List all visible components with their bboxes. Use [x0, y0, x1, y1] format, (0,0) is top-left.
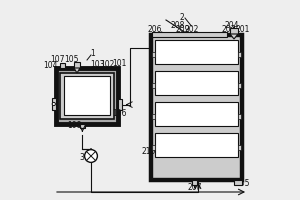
Bar [152, 32, 227, 37]
Bar [64, 76, 110, 115]
Bar [150, 34, 242, 180]
Bar [152, 145, 155, 150]
Text: 210: 210 [142, 146, 156, 156]
Bar [152, 52, 155, 57]
Bar [74, 62, 80, 68]
Text: 103: 103 [90, 60, 104, 69]
Polygon shape [74, 68, 80, 73]
Text: 2: 2 [180, 13, 184, 22]
Text: 102: 102 [100, 60, 114, 69]
Circle shape [52, 102, 56, 106]
Text: 208: 208 [171, 21, 185, 29]
Text: 1: 1 [91, 49, 95, 58]
Bar [60, 73, 114, 119]
Bar [152, 114, 155, 119]
Bar [155, 71, 238, 95]
Text: 107: 107 [50, 55, 64, 64]
Text: 204: 204 [225, 21, 239, 29]
Bar [52, 98, 56, 110]
Bar [234, 180, 242, 185]
Bar [238, 83, 242, 88]
Text: 209: 209 [176, 25, 190, 34]
Bar [155, 133, 238, 157]
Text: 101: 101 [112, 60, 126, 68]
Bar [155, 40, 238, 64]
Text: 3: 3 [80, 152, 84, 162]
Text: 203: 203 [222, 25, 236, 34]
Bar [155, 102, 238, 126]
Bar [118, 99, 122, 110]
Bar [152, 36, 240, 178]
Bar [238, 114, 242, 119]
Bar [152, 83, 155, 88]
Text: 202: 202 [185, 25, 199, 34]
Bar [60, 63, 65, 68]
Text: 106: 106 [112, 108, 126, 117]
Polygon shape [230, 34, 238, 39]
Text: 205: 205 [236, 178, 250, 188]
Bar [238, 52, 242, 57]
Text: 201: 201 [236, 25, 250, 34]
Bar [80, 124, 85, 128]
Bar [230, 28, 238, 34]
Circle shape [85, 150, 98, 162]
Text: 206: 206 [148, 25, 162, 34]
Bar [56, 68, 118, 124]
Bar [238, 145, 242, 150]
Text: 108: 108 [67, 120, 81, 130]
Text: 207: 207 [188, 184, 202, 192]
Bar [192, 180, 197, 185]
Text: 104: 104 [43, 60, 57, 70]
Text: 105: 105 [64, 55, 78, 64]
